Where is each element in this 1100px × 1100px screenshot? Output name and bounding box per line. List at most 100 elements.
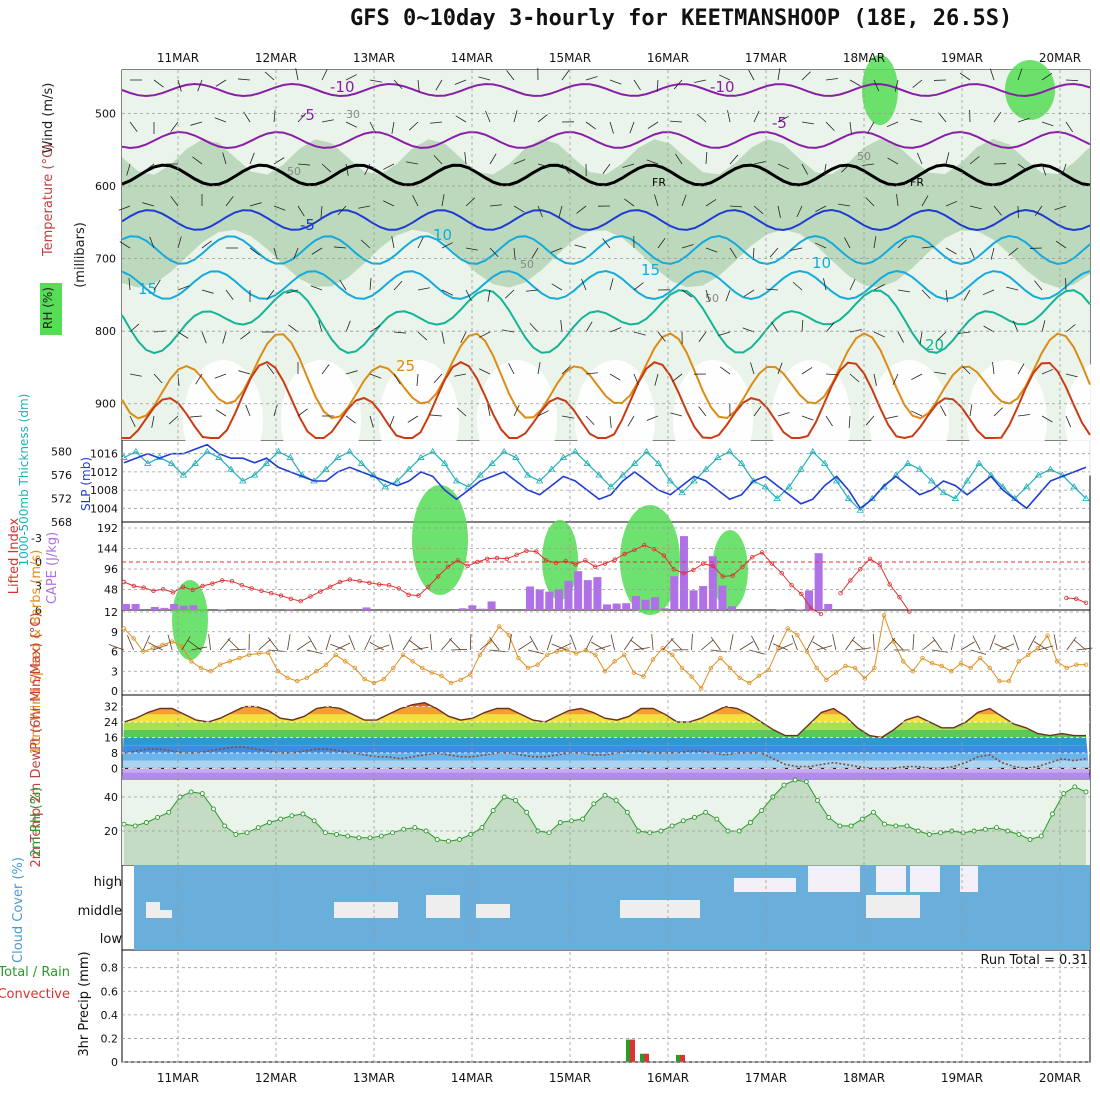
wind-barb xyxy=(945,289,948,302)
wind-barb xyxy=(1041,121,1054,127)
wind-barb xyxy=(201,331,207,344)
wind-barb xyxy=(1008,247,1019,256)
wind-barb xyxy=(585,76,598,81)
cape-tick: 96 xyxy=(104,563,118,576)
wind-barb xyxy=(675,153,683,165)
cape-bar xyxy=(285,609,294,610)
temp-tick: 16 xyxy=(104,732,118,745)
wind-speed-point xyxy=(410,659,415,664)
wind-barb xyxy=(654,373,659,386)
temperature-band xyxy=(122,722,1090,730)
wind-barb-10m xyxy=(335,642,351,651)
rh2m-point xyxy=(434,837,440,842)
rh2m-point xyxy=(580,816,586,822)
wind-barb xyxy=(705,152,708,165)
date-label-top: 16MAR xyxy=(647,51,689,65)
li-point xyxy=(691,567,696,573)
axes: 11MAR 11MAR 12MAR 12MAR 13MAR 13MAR 14MAR 14MAR… xyxy=(0,51,1090,1085)
wind-barb-10m xyxy=(402,636,413,651)
wind-barb xyxy=(873,284,885,291)
wind-barb xyxy=(777,362,783,375)
temperature-band xyxy=(122,737,1090,746)
rh2m-point xyxy=(345,833,351,839)
wind-barb-10m xyxy=(710,636,721,651)
wind-speed-point xyxy=(631,670,637,675)
wind-speed-point xyxy=(727,665,733,671)
rh2m-point xyxy=(647,830,653,836)
wind-speed-point xyxy=(843,663,848,669)
wind-barb xyxy=(633,373,639,386)
wind-speed-point xyxy=(198,665,204,671)
contour-label: -10 xyxy=(710,78,735,96)
wind-barb xyxy=(321,119,334,123)
wind-barb xyxy=(849,329,862,333)
rh2m-point xyxy=(759,808,765,814)
wind-barb xyxy=(1065,79,1079,82)
wind-barb xyxy=(748,69,755,81)
rh2m-point xyxy=(367,835,373,841)
run-total-label: Run Total = 0.31 xyxy=(980,953,1088,968)
thickness-point xyxy=(464,483,473,490)
wind-speed-point xyxy=(304,675,309,681)
date-label-top: 11MAR xyxy=(157,51,199,65)
li-point xyxy=(779,571,784,576)
wind-barb xyxy=(823,163,827,176)
wind-speed-point xyxy=(420,665,425,671)
wind-speed-point xyxy=(939,663,944,669)
wind-barb-10m xyxy=(751,635,760,651)
wind-barb xyxy=(537,410,549,417)
wind-tick: 6 xyxy=(111,646,118,659)
li-point xyxy=(622,551,627,557)
wind-barb-10m xyxy=(325,634,332,651)
precip-tick: 0.4 xyxy=(101,1009,119,1022)
wind-barb-10m xyxy=(662,637,674,651)
wind-barb xyxy=(992,362,995,375)
cloud-background xyxy=(134,865,1090,950)
temp-tick: 0 xyxy=(111,762,118,775)
rh2m-point xyxy=(199,791,205,797)
wind-barb xyxy=(417,331,428,341)
cape-tick: 48 xyxy=(104,584,118,597)
wind-barb xyxy=(1065,324,1076,333)
thickness-point xyxy=(345,447,354,455)
wind-barb xyxy=(1055,240,1067,249)
wind-barb xyxy=(990,247,995,260)
date-label-bottom: 18MAR xyxy=(843,1071,885,1085)
wind-barb xyxy=(119,241,131,249)
li-point xyxy=(514,552,519,557)
wind-barb xyxy=(266,289,275,300)
date-label-top: 17MAR xyxy=(745,51,787,65)
date-label-top: 20MAR xyxy=(1039,51,1081,65)
cape-bar xyxy=(593,577,602,610)
rh2m-point xyxy=(803,779,809,785)
rh2m-point xyxy=(669,823,675,829)
wind-barb xyxy=(647,121,659,129)
wind-barb xyxy=(1006,286,1019,291)
thickness-point xyxy=(262,459,271,466)
wind-barb xyxy=(633,282,644,291)
panel-frame-precip xyxy=(121,949,1091,1063)
wind-barb-10m xyxy=(970,649,987,655)
wind-speed-point xyxy=(881,613,887,618)
wind-barb xyxy=(238,370,251,375)
rh2m-point xyxy=(401,826,407,832)
wind-speed-point xyxy=(679,665,685,671)
axis-title-rh2m: 2m RH (%) xyxy=(29,787,44,858)
rh-humid-cell xyxy=(862,55,898,125)
li-tick: 3 xyxy=(35,580,42,593)
wind-barb xyxy=(825,415,833,427)
li-point xyxy=(887,582,892,587)
wind-barb-10m xyxy=(208,634,211,651)
wind-barb xyxy=(504,289,515,299)
wind-barb xyxy=(938,112,947,123)
thickness-point xyxy=(927,477,936,484)
precip-convective-bar xyxy=(680,1054,685,1062)
wind-barb xyxy=(585,372,598,375)
wind-barb-10m xyxy=(469,633,472,651)
axis-title-precip: 3hr Precip (mm) xyxy=(77,951,92,1056)
wind-barb xyxy=(886,121,899,128)
rh2m-point xyxy=(479,825,485,831)
rh2m-tick: 20 xyxy=(104,825,118,838)
wind-barb-10m xyxy=(772,643,788,651)
contour-label: -10 xyxy=(330,78,355,96)
